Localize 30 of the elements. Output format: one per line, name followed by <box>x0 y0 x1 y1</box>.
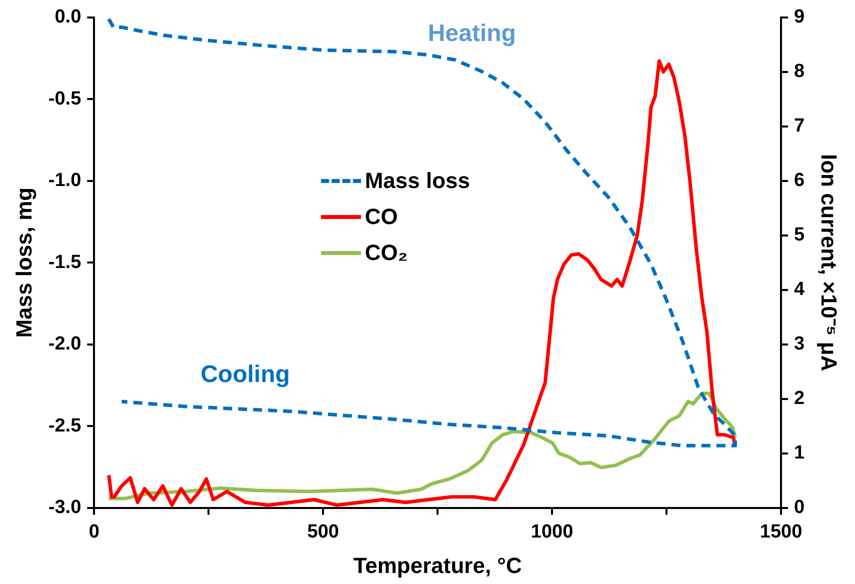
y2-tick-label: 5 <box>794 224 806 246</box>
x-tick-label: 1000 <box>530 521 574 542</box>
y2-tick-label: 7 <box>794 116 805 137</box>
x-tick-label: 0 <box>88 521 100 542</box>
x-tick-label: 1500 <box>760 521 802 542</box>
y-axis-title: Mass loss, mg <box>11 187 36 338</box>
legend-label: CO₂ <box>364 240 408 266</box>
annotation: Cooling <box>200 361 290 388</box>
x-axis-title: Temperature, °C <box>353 552 522 578</box>
y-tick-label: -3.0 <box>48 497 82 518</box>
x-tick-label: 500 <box>307 521 339 542</box>
legend-label: Mass loss <box>364 168 470 194</box>
y-tick-label: -2.0 <box>48 334 82 355</box>
y2-tick-label: 4 <box>794 279 806 300</box>
y2-tick-label: 8 <box>794 61 805 82</box>
y-tick-label: -0.5 <box>48 88 82 110</box>
y2-tick-label: 9 <box>794 6 805 28</box>
y-tick-label: 0.0 <box>54 6 82 28</box>
y2-tick-label: 6 <box>794 170 805 192</box>
line-series <box>107 17 737 448</box>
y-tick-label: -1.0 <box>48 170 82 192</box>
annotation: Heating <box>428 20 516 48</box>
y2-tick-label: 0 <box>794 497 805 518</box>
y2-axis-title: Ion current, ×10⁻⁵ μA <box>816 154 842 372</box>
y2-tick-label: 1 <box>794 442 806 464</box>
y-tick-label: -1.5 <box>48 252 82 273</box>
y2-tick-label: 2 <box>794 388 805 410</box>
y-tick-label: -2.5 <box>48 415 82 436</box>
legend-label: CO <box>364 204 398 230</box>
y2-tick-label: 3 <box>794 334 805 355</box>
